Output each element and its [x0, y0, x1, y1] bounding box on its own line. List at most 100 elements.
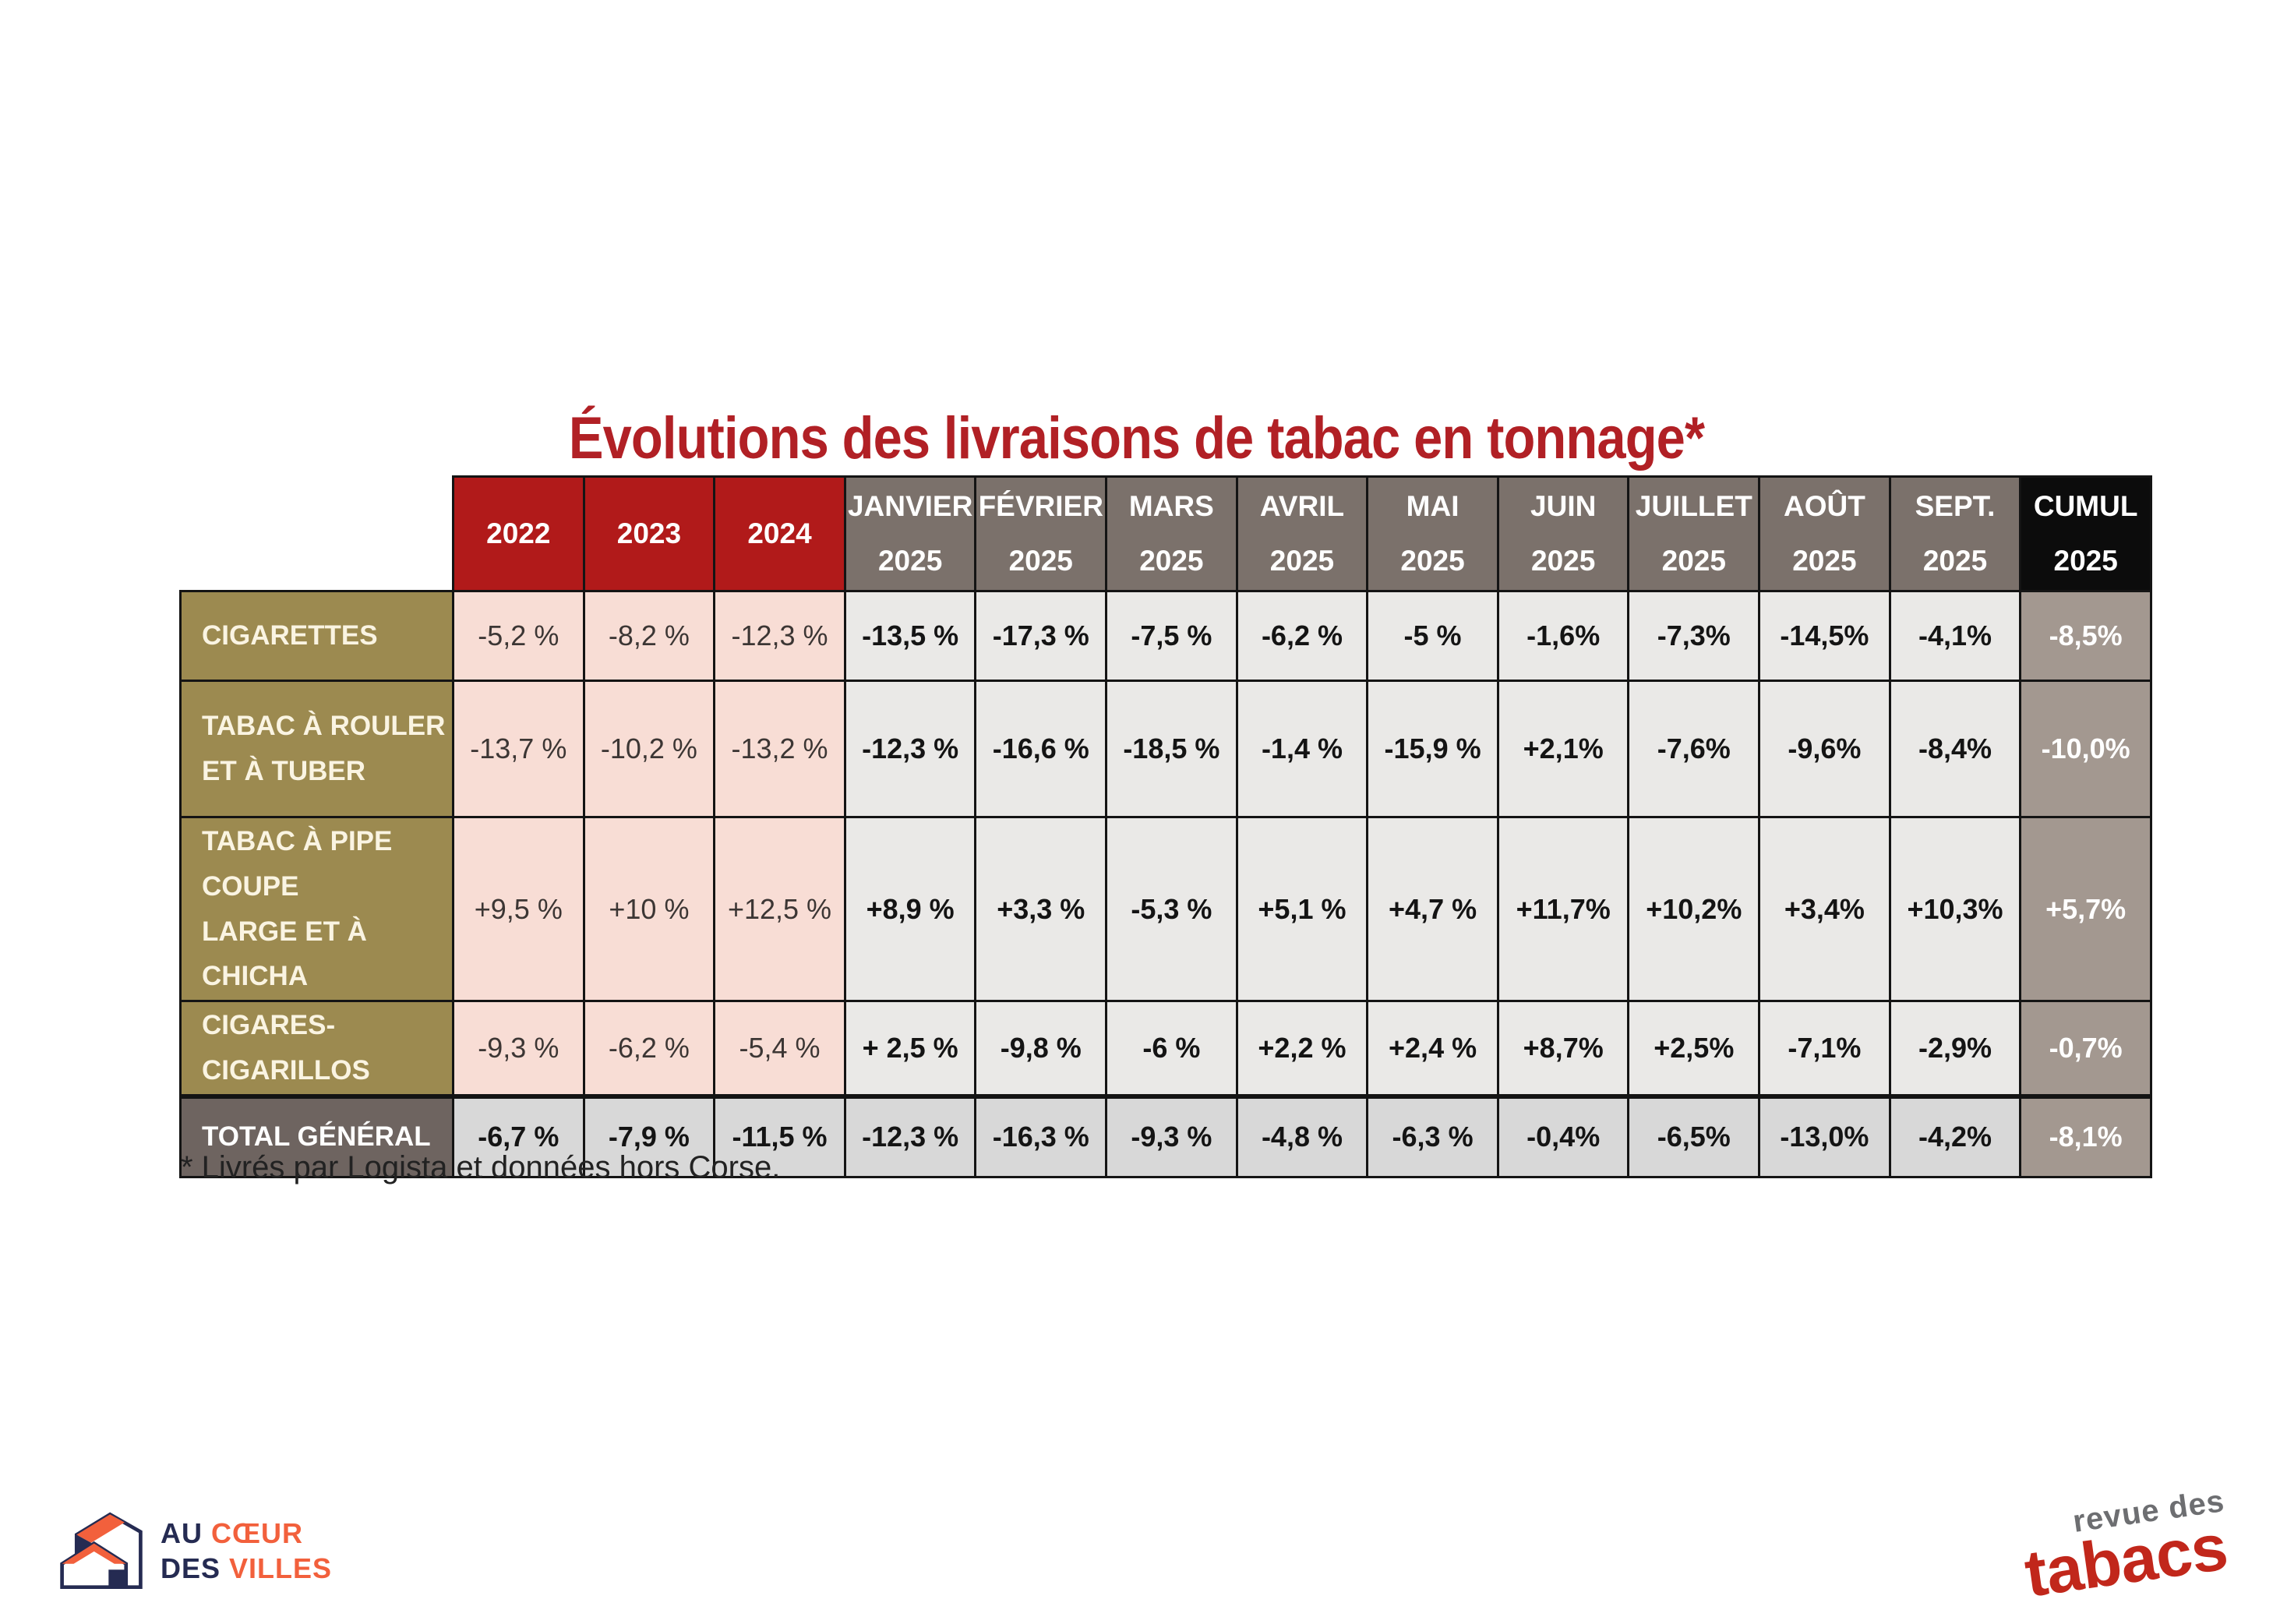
- table-cell: -18,5 %: [1105, 680, 1238, 818]
- tabacs-text: tabacs: [2021, 1509, 2232, 1611]
- column-header: 2024: [713, 475, 846, 592]
- table-cell: -7,3%: [1627, 590, 1761, 682]
- acdv-word-coeur: CŒUR: [211, 1517, 304, 1549]
- table-cell: -5,4 %: [713, 1000, 846, 1097]
- acdv-word-au: AU: [161, 1517, 203, 1549]
- header-line: 2025: [2053, 545, 2118, 577]
- table-cell: +5,1 %: [1235, 816, 1369, 1002]
- table-cell: +10,3%: [1888, 816, 2022, 1002]
- revue-des-tabacs-logo: revue des tabacs: [2017, 1484, 2234, 1611]
- table-cell: -10,2 %: [582, 680, 716, 818]
- table-cell: -13,2 %: [713, 680, 846, 818]
- table-cell: -12,3 %: [713, 590, 846, 682]
- table-cell: -5,3 %: [1105, 816, 1238, 1002]
- table-cell: -7,1%: [1758, 1000, 1891, 1097]
- table-cell: -5 %: [1366, 590, 1499, 682]
- column-header: JUILLET 2025: [1627, 475, 1761, 592]
- table-cell: +2,2 %: [1235, 1000, 1369, 1097]
- table-cell: -16,6 %: [974, 680, 1108, 818]
- table-cell: +2,5%: [1627, 1000, 1761, 1097]
- table-cell: -13,7 %: [452, 680, 585, 818]
- row-label-line: TOTAL GÉNÉRAL: [202, 1121, 431, 1153]
- row-label: CIGARES-CIGARILLOS: [179, 1000, 454, 1097]
- column-header: MAI 2025: [1366, 475, 1499, 592]
- acdv-word-des: DES: [161, 1552, 221, 1584]
- table-cell: -16,3 %: [974, 1095, 1108, 1178]
- table-cell: -6,5%: [1627, 1095, 1761, 1178]
- table-cell: -17,3 %: [974, 590, 1108, 682]
- header-line: 2025: [1531, 545, 1596, 577]
- table-cell: -7,6%: [1627, 680, 1761, 818]
- header-line: 2025: [1661, 545, 1726, 577]
- header-line: JANVIER: [847, 490, 973, 522]
- header-line: MAI: [1406, 490, 1459, 522]
- table-cell: +8,7%: [1496, 1000, 1630, 1097]
- table-cell: + 2,5 %: [843, 1000, 977, 1097]
- table-cell: +2,4 %: [1366, 1000, 1499, 1097]
- header-line: JUILLET: [1635, 490, 1752, 522]
- row-label-line: ET À TUBER: [202, 756, 365, 786]
- table-cell: -0,7%: [2019, 1000, 2152, 1097]
- table-cell: +3,4%: [1758, 816, 1891, 1002]
- tonnage-table: 2022 2023 2024 JANVIER 2025 FÉVRIER 2025 MARS 20…: [179, 475, 2152, 1178]
- table-cell: -9,8 %: [974, 1000, 1108, 1097]
- tonnage-table-container: 2022 2023 2024 JANVIER 2025 FÉVRIER 2025 MARS 20…: [179, 475, 2152, 1178]
- table-cell: -6,2 %: [582, 1000, 716, 1097]
- header-line: 2025: [1400, 545, 1465, 577]
- table-cell: -8,4%: [1888, 680, 2022, 818]
- table-cell: -5,2 %: [452, 590, 585, 682]
- header-line: 2025: [1139, 545, 1204, 577]
- table-cell: -9,3 %: [1105, 1095, 1238, 1178]
- table-cell: +12,5 %: [713, 816, 846, 1002]
- header-line: FÉVRIER: [978, 490, 1103, 522]
- row-label: TABAC À PIPE COUPE LARGE ET À CHICHA: [179, 816, 454, 1002]
- table-cell: -4,2%: [1888, 1095, 2022, 1178]
- table-cell: -14,5%: [1758, 590, 1891, 682]
- table-cell: -10,0%: [2019, 680, 2152, 818]
- table-cell: -4,8 %: [1235, 1095, 1369, 1178]
- header-line: 2025: [1792, 545, 1857, 577]
- header-line: 2024: [747, 517, 812, 549]
- column-header: CUMUL 2025: [2019, 475, 2152, 592]
- column-header: FÉVRIER 2025: [974, 475, 1108, 592]
- row-label-line: LARGE ET À CHICHA: [202, 916, 367, 992]
- table-cell: +2,1%: [1496, 680, 1630, 818]
- column-header: 2023: [582, 475, 716, 592]
- table-cell: -7,9 %: [582, 1095, 716, 1178]
- header-line: 2025: [1269, 545, 1335, 577]
- row-label: TABAC À ROULER ET À TUBER: [179, 680, 454, 818]
- page-title: Évolutions des livraisons de tabac en to…: [568, 404, 1705, 471]
- column-header: MARS 2025: [1105, 475, 1238, 592]
- table-cell: -8,1%: [2019, 1095, 2152, 1178]
- column-header: AVRIL 2025: [1235, 475, 1369, 592]
- row-label-line: CIGARES-CIGARILLOS: [202, 1010, 370, 1086]
- row-label: CIGARETTES: [179, 590, 454, 682]
- row-label: TOTAL GÉNÉRAL: [179, 1095, 454, 1178]
- column-header: JANVIER 2025: [843, 475, 977, 592]
- header-line: AOÛT: [1783, 490, 1865, 522]
- table-cell: -15,9 %: [1366, 680, 1499, 818]
- header-line: 2025: [1922, 545, 1988, 577]
- table-cell: -6 %: [1105, 1000, 1238, 1097]
- header-line: JUIN: [1530, 490, 1597, 522]
- row-label-line: TABAC À ROULER: [202, 711, 446, 742]
- table-cell: +9,5 %: [452, 816, 585, 1002]
- table-cell: -8,2 %: [582, 590, 716, 682]
- acdv-wordmark: AU CŒUR DES VILLES: [161, 1516, 332, 1586]
- au-coeur-des-villes-logo: AU CŒUR DES VILLES: [58, 1509, 332, 1593]
- table-cell: -13,5 %: [843, 590, 977, 682]
- footnote: * Livrés par Logista et données hors Cor…: [181, 1150, 781, 1184]
- column-header: 2022: [452, 475, 585, 592]
- table-cell: -6,2 %: [1235, 590, 1369, 682]
- column-header: JUIN 2025: [1496, 475, 1630, 592]
- table-cell: -7,5 %: [1105, 590, 1238, 682]
- acdv-word-villes: VILLES: [229, 1552, 333, 1584]
- header-line: 2022: [486, 517, 551, 549]
- row-label-line: CIGARETTES: [202, 620, 378, 651]
- table-cell: -11,5 %: [713, 1095, 846, 1178]
- column-header: AOÛT 2025: [1758, 475, 1891, 592]
- header-line: 2025: [877, 545, 943, 577]
- header-line: AVRIL: [1259, 490, 1345, 522]
- row-label-line: TABAC À PIPE COUPE: [202, 826, 393, 902]
- table-cell: +11,7%: [1496, 816, 1630, 1002]
